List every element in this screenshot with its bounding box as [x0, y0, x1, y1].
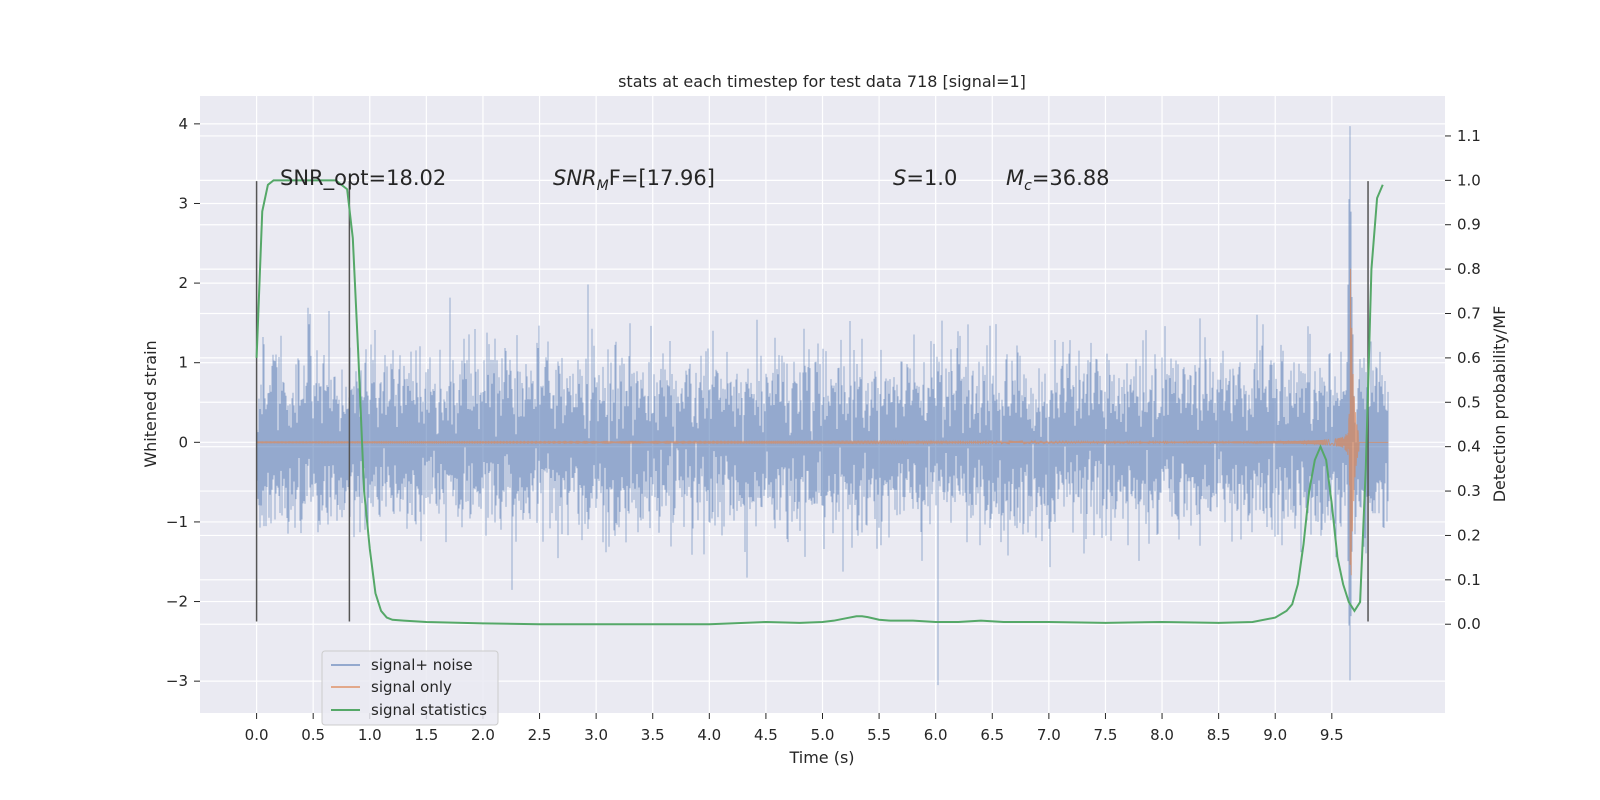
y-tick-label: 0: [178, 433, 188, 451]
y-axis-label: Whitened strain: [141, 340, 160, 467]
y2-axis-label: Detection probability/MF: [1490, 306, 1509, 503]
y-tick-label: 4: [178, 115, 188, 133]
x-tick-label: 0.0: [245, 726, 269, 744]
y-tick-label: 2: [178, 274, 188, 292]
x-axis-ticks: 0.0 0.5 1.0 1.5 2.0 2.5 3.0 3.5 4.0 4.5 5.0 5.5 6.0 6…: [245, 713, 1344, 744]
legend: signal+ noise signal only signal statist…: [321, 650, 499, 726]
y2-axis-ticks: 1.1 1.0 0.9 0.8 0.7 0.6 0.5 0.4 0.3 0.2 0.1 0.0: [1445, 127, 1481, 633]
x-tick-label: 7.5: [1094, 726, 1118, 744]
x-tick-label: 1.5: [414, 726, 438, 744]
x-tick-label: 2.5: [528, 726, 552, 744]
y-tick-label: −3: [166, 672, 188, 690]
y-tick-label: −2: [166, 593, 188, 611]
legend-label-signal-statistics: signal statistics: [371, 701, 487, 719]
y2-tick-label: 0.3: [1457, 482, 1481, 500]
legend-label-signal-noise: signal+ noise: [371, 656, 473, 674]
x-tick-label: 3.5: [641, 726, 665, 744]
x-tick-label: 5.5: [867, 726, 891, 744]
x-tick-label: 4.0: [697, 726, 721, 744]
x-tick-label: 8.0: [1150, 726, 1174, 744]
y2-tick-label: 0.4: [1457, 438, 1481, 456]
series-signal-statistics: [255, 179, 1384, 626]
legend-box: [321, 650, 499, 726]
y2-tick-label: 0.9: [1457, 216, 1481, 234]
x-tick-label: 4.5: [754, 726, 778, 744]
x-axis-label: Time (s): [788, 748, 854, 767]
y-tick-label: −1: [166, 513, 188, 531]
y2-tick-label: 1.0: [1457, 171, 1481, 189]
annotation-snr-opt: SNR_opt=18.02: [280, 166, 446, 191]
series-signal-only: [256, 268, 1389, 576]
x-tick-label: 1.0: [358, 726, 382, 744]
y-axis-ticks: 4 3 2 1 0 −1 −2 −3: [166, 115, 200, 690]
x-tick-label: 8.5: [1207, 726, 1231, 744]
annotation-mc: Mc=36.88: [1006, 166, 1110, 194]
x-tick-label: 7.0: [1037, 726, 1061, 744]
x-tick-label: 9.0: [1263, 726, 1287, 744]
x-tick-label: 3.0: [584, 726, 608, 744]
y2-tick-label: 0.6: [1457, 349, 1481, 367]
y2-tick-label: 0.1: [1457, 571, 1481, 589]
x-tick-label: 5.0: [811, 726, 835, 744]
x-tick-label: 0.5: [301, 726, 325, 744]
y-tick-label: 1: [178, 354, 188, 372]
y2-tick-label: 0.8: [1457, 260, 1481, 278]
y2-tick-label: 0.2: [1457, 526, 1481, 544]
x-tick-label: 2.0: [471, 726, 495, 744]
x-tick-label: 9.5: [1320, 726, 1344, 744]
y-tick-label: 3: [178, 194, 188, 212]
y2-tick-label: 0.0: [1457, 615, 1481, 633]
legend-label-signal-only: signal only: [371, 678, 452, 696]
y2-tick-label: 0.5: [1457, 393, 1481, 411]
chart-title: stats at each timestep for test data 718…: [618, 72, 1026, 91]
y2-tick-label: 1.1: [1457, 127, 1481, 145]
annotation-snr-mf: SNRMF=[17.96]: [553, 166, 715, 194]
x-tick-label: 6.5: [980, 726, 1004, 744]
y2-tick-label: 0.7: [1457, 305, 1481, 323]
x-tick-label: 6.0: [924, 726, 948, 744]
annotation-s: S=1.0: [893, 166, 957, 190]
